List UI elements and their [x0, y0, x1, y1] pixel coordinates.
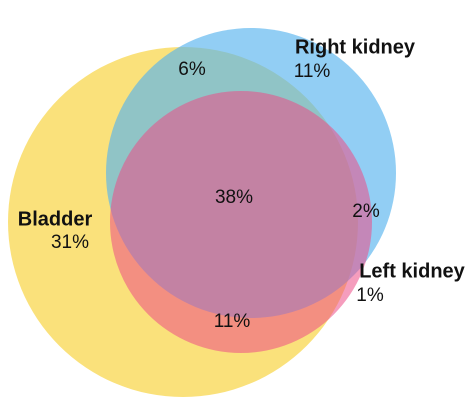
set-label: Bladder — [18, 208, 93, 230]
overlap-value: 11% — [214, 311, 251, 332]
left-kidney-circle — [110, 91, 372, 353]
set-value: 31% — [51, 232, 89, 253]
overlap-value: 38% — [215, 187, 253, 208]
overlap-value: 2% — [352, 201, 380, 222]
set-label: Left kidney — [359, 260, 465, 282]
set-value: 11% — [294, 61, 331, 82]
overlap-value: 6% — [178, 59, 206, 80]
set-value: 1% — [356, 285, 384, 306]
set-label: Right kidney — [295, 36, 416, 58]
